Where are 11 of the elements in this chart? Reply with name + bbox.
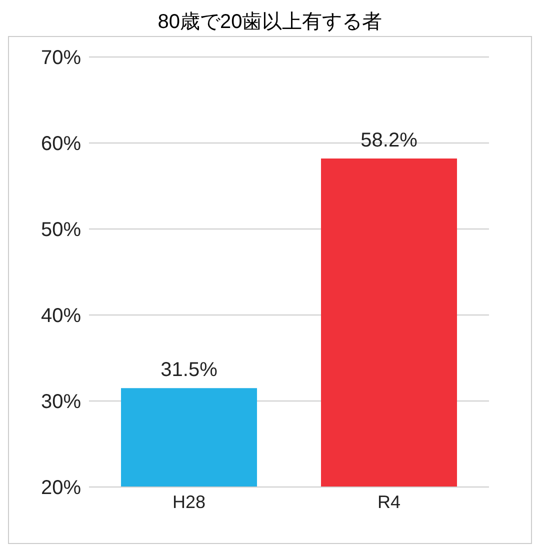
y-tick-label: 30% <box>40 391 82 414</box>
y-tick-label: 40% <box>40 305 82 328</box>
data-label: 58.2% <box>360 129 418 152</box>
data-label: 31.5% <box>160 359 218 382</box>
y-tick-label: 50% <box>40 219 82 242</box>
y-tick-label: 60% <box>40 133 82 156</box>
x-tick-label: H28 <box>172 492 206 512</box>
x-tick-label: R4 <box>377 492 401 512</box>
y-tick-label: 70% <box>40 47 82 70</box>
chart-title: 80歳で20歯以上有する者 <box>156 10 384 35</box>
y-tick-label: 20% <box>40 477 82 500</box>
